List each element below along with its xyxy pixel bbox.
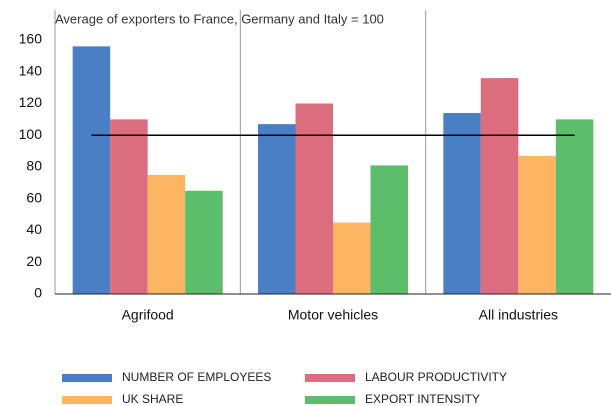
- y-tick-label: 80: [26, 158, 42, 174]
- bar: [185, 190, 223, 294]
- y-tick-label: 140: [19, 62, 43, 78]
- y-tick-label: 20: [26, 253, 42, 269]
- bar: [72, 46, 111, 294]
- legend-swatch: [62, 396, 112, 404]
- legend-swatch: [305, 396, 355, 404]
- y-tick-label: 100: [19, 126, 43, 142]
- bar: [555, 119, 594, 294]
- y-tick-label: 120: [19, 94, 43, 110]
- bar: [110, 119, 148, 294]
- y-tick-label: 60: [26, 189, 42, 205]
- legend-label: EXPORT INTENSITY: [365, 392, 480, 406]
- bar: [333, 222, 371, 294]
- bar: [147, 174, 186, 294]
- y-tick-label: 0: [34, 285, 42, 301]
- y-tick-label: 160: [19, 31, 43, 47]
- y-tick-label: 40: [26, 221, 42, 237]
- bar: [518, 155, 556, 294]
- bar: [480, 78, 519, 294]
- legend-label: NUMBER OF EMPLOYEES: [122, 370, 271, 384]
- legend-swatch: [62, 374, 112, 382]
- x-tick-label: Agrifood: [122, 307, 174, 323]
- chart-subtitle: Average of exporters to France, Germany …: [55, 11, 384, 26]
- legend-label: UK SHARE: [122, 392, 183, 406]
- x-tick-label: All industries: [479, 307, 558, 323]
- bar: [295, 103, 333, 294]
- bar: [443, 113, 481, 295]
- x-tick-label: Motor vehicles: [288, 307, 378, 323]
- bar: [370, 165, 408, 294]
- bar: [258, 124, 296, 294]
- legend-swatch: [305, 374, 355, 382]
- legend-label: LABOUR PRODUCTIVITY: [365, 370, 507, 384]
